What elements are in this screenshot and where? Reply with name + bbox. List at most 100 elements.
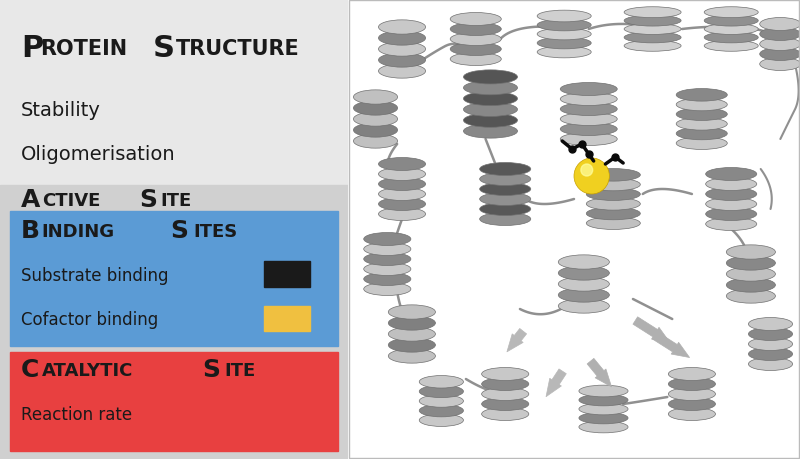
Ellipse shape xyxy=(354,112,398,127)
Ellipse shape xyxy=(463,103,518,117)
Ellipse shape xyxy=(558,266,610,280)
Ellipse shape xyxy=(388,316,435,330)
Ellipse shape xyxy=(706,198,757,211)
Ellipse shape xyxy=(726,278,775,292)
Ellipse shape xyxy=(560,133,618,146)
Ellipse shape xyxy=(378,178,426,191)
Ellipse shape xyxy=(579,385,628,397)
Ellipse shape xyxy=(378,158,426,171)
Ellipse shape xyxy=(726,256,775,270)
Ellipse shape xyxy=(560,123,618,136)
Ellipse shape xyxy=(388,327,435,341)
Text: Cofactor binding: Cofactor binding xyxy=(21,310,158,329)
Ellipse shape xyxy=(463,125,518,139)
Ellipse shape xyxy=(749,328,793,341)
Text: Reaction rate: Reaction rate xyxy=(21,405,132,423)
Text: ITE: ITE xyxy=(225,361,256,379)
Text: Substrate binding: Substrate binding xyxy=(21,266,168,285)
Ellipse shape xyxy=(676,90,727,102)
Ellipse shape xyxy=(419,376,463,388)
Ellipse shape xyxy=(419,395,463,407)
Ellipse shape xyxy=(364,273,411,286)
Ellipse shape xyxy=(388,338,435,353)
Ellipse shape xyxy=(760,58,800,71)
Circle shape xyxy=(574,159,610,195)
Bar xyxy=(0,186,348,459)
Ellipse shape xyxy=(419,385,463,398)
Ellipse shape xyxy=(480,183,530,196)
Ellipse shape xyxy=(624,41,681,52)
Ellipse shape xyxy=(378,168,426,181)
Ellipse shape xyxy=(463,92,518,106)
Ellipse shape xyxy=(676,99,727,112)
Ellipse shape xyxy=(450,53,502,67)
Ellipse shape xyxy=(749,338,793,351)
Ellipse shape xyxy=(378,65,426,79)
Ellipse shape xyxy=(760,28,800,41)
Ellipse shape xyxy=(480,173,530,186)
Ellipse shape xyxy=(579,403,628,415)
Ellipse shape xyxy=(482,388,529,401)
Text: S: S xyxy=(202,357,220,381)
Ellipse shape xyxy=(586,179,640,191)
Ellipse shape xyxy=(388,349,435,364)
Ellipse shape xyxy=(668,408,715,420)
Ellipse shape xyxy=(558,299,610,313)
Ellipse shape xyxy=(624,16,681,27)
Ellipse shape xyxy=(726,245,775,260)
Ellipse shape xyxy=(760,48,800,62)
Text: S: S xyxy=(170,219,189,243)
Ellipse shape xyxy=(364,243,411,256)
Ellipse shape xyxy=(537,38,591,50)
Ellipse shape xyxy=(560,103,618,116)
Ellipse shape xyxy=(726,267,775,281)
Text: S: S xyxy=(153,34,175,63)
Ellipse shape xyxy=(579,421,628,433)
Ellipse shape xyxy=(668,388,715,401)
Ellipse shape xyxy=(624,8,681,19)
Ellipse shape xyxy=(668,397,715,411)
Text: Stability: Stability xyxy=(21,101,101,120)
Text: P: P xyxy=(21,34,43,63)
Ellipse shape xyxy=(560,113,618,126)
Ellipse shape xyxy=(558,277,610,291)
Ellipse shape xyxy=(480,203,530,216)
Ellipse shape xyxy=(579,394,628,406)
Ellipse shape xyxy=(450,13,502,27)
Ellipse shape xyxy=(537,11,591,23)
Text: TRUCTURE: TRUCTURE xyxy=(176,39,299,59)
Ellipse shape xyxy=(480,163,530,176)
Ellipse shape xyxy=(378,32,426,46)
Ellipse shape xyxy=(463,82,518,95)
Ellipse shape xyxy=(378,43,426,57)
Ellipse shape xyxy=(558,288,610,302)
Ellipse shape xyxy=(482,368,529,381)
Ellipse shape xyxy=(463,114,518,128)
Ellipse shape xyxy=(586,198,640,211)
Bar xyxy=(10,211,338,347)
Ellipse shape xyxy=(388,305,435,319)
Ellipse shape xyxy=(480,213,530,226)
Ellipse shape xyxy=(560,84,618,96)
Ellipse shape xyxy=(354,101,398,116)
Ellipse shape xyxy=(624,33,681,44)
Ellipse shape xyxy=(706,218,757,231)
Ellipse shape xyxy=(676,128,727,140)
Bar xyxy=(265,306,310,331)
Text: INDING: INDING xyxy=(42,223,115,241)
Ellipse shape xyxy=(450,34,502,46)
Ellipse shape xyxy=(704,8,758,19)
Ellipse shape xyxy=(579,412,628,424)
Text: ITES: ITES xyxy=(193,223,238,241)
Ellipse shape xyxy=(450,23,502,36)
Ellipse shape xyxy=(378,208,426,221)
Ellipse shape xyxy=(354,123,398,138)
Ellipse shape xyxy=(760,39,800,51)
Ellipse shape xyxy=(749,348,793,361)
Ellipse shape xyxy=(704,16,758,27)
Ellipse shape xyxy=(668,378,715,391)
Ellipse shape xyxy=(378,198,426,211)
Ellipse shape xyxy=(419,414,463,426)
Ellipse shape xyxy=(704,33,758,44)
Ellipse shape xyxy=(537,20,591,32)
